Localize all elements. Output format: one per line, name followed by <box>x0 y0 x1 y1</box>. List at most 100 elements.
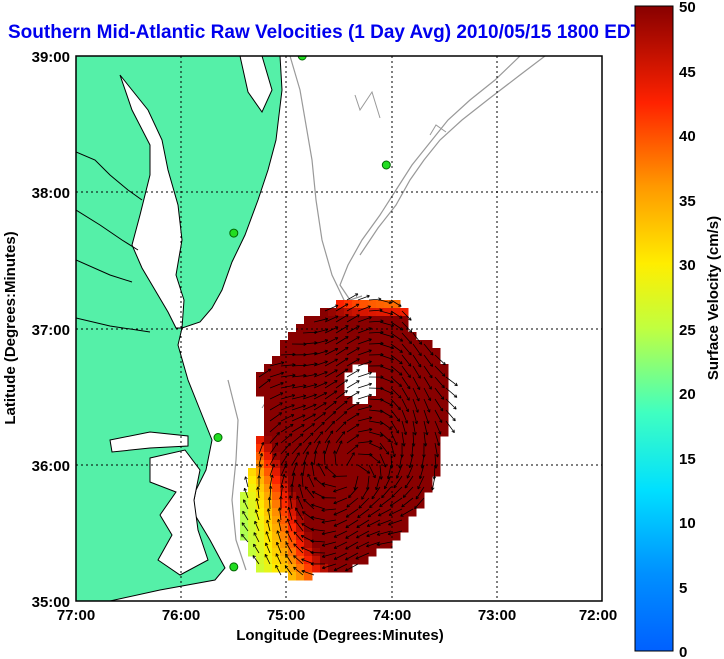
velocity-arrowhead <box>431 487 435 491</box>
velocity-arrow <box>334 450 337 466</box>
velocity-arrow <box>381 486 392 499</box>
velocity-cell <box>296 412 305 421</box>
velocity-arrowhead <box>335 305 339 308</box>
velocity-arrowhead <box>404 486 408 489</box>
velocity-arrowhead <box>357 402 360 406</box>
velocity-cell <box>272 524 281 533</box>
velocity-cell <box>376 324 385 333</box>
velocity-arrowhead <box>429 364 433 367</box>
velocity-arrowhead <box>396 419 400 422</box>
velocity-arrowhead <box>292 394 296 398</box>
y-tick-label: 36:00 <box>32 458 70 475</box>
velocity-cell <box>392 388 401 397</box>
velocity-cell <box>360 444 369 453</box>
velocity-arrowhead <box>416 398 420 402</box>
velocity-arrowhead <box>283 463 287 466</box>
velocity-arrowhead <box>310 539 314 542</box>
velocity-arrow <box>412 376 421 390</box>
velocity-cell <box>264 540 273 549</box>
velocity-cell <box>400 476 409 485</box>
velocity-cell <box>424 372 433 381</box>
velocity-arrow <box>357 428 373 433</box>
y-axis-label: Latitude (Degrees:Minutes) <box>2 231 19 424</box>
velocity-arrowhead <box>379 505 383 508</box>
velocity-cell <box>432 348 441 357</box>
velocity-arrowhead <box>314 373 318 377</box>
velocity-arrowhead <box>404 421 408 424</box>
velocity-arrowhead <box>369 361 372 364</box>
velocity-cell <box>336 548 345 557</box>
velocity-cell <box>320 356 329 365</box>
velocity-cell <box>264 476 273 485</box>
velocity-arrow <box>313 431 323 444</box>
velocity-cell <box>328 388 337 397</box>
velocity-arrowhead <box>368 316 372 318</box>
velocity-cell <box>432 356 441 365</box>
velocity-cell <box>280 420 289 429</box>
velocity-arrowhead <box>322 556 326 558</box>
velocity-arrow <box>414 497 425 510</box>
velocity-arrowhead <box>269 368 272 372</box>
velocity-cell <box>248 468 257 477</box>
velocity-cell <box>408 340 417 349</box>
velocity-arrow <box>379 387 394 395</box>
velocity-arrowhead <box>294 462 298 465</box>
velocity-cell <box>344 420 353 429</box>
velocity-arrowhead <box>291 424 294 428</box>
velocity-arrow <box>280 474 285 488</box>
velocity-arrowhead <box>428 387 432 390</box>
velocity-arrowhead <box>257 486 260 490</box>
velocity-arrowhead <box>426 421 429 424</box>
velocity-arrowhead <box>311 504 314 508</box>
velocity-cell <box>336 324 345 333</box>
velocity-arrowhead <box>369 504 371 508</box>
velocity-arrowhead <box>348 494 350 498</box>
velocity-cell <box>352 524 361 533</box>
colorbar-label: Surface Velocity (cm/s) <box>705 216 722 380</box>
velocity-cell <box>296 532 305 541</box>
velocity-arrowhead <box>302 414 306 418</box>
velocity-arrowhead <box>300 443 302 447</box>
velocity-arrowhead <box>380 352 384 355</box>
velocity-cell <box>384 508 393 517</box>
velocity-arrowhead <box>314 477 318 479</box>
velocity-cell <box>312 420 321 429</box>
velocity-arrowhead <box>389 438 391 442</box>
velocity-arrowhead <box>369 316 372 320</box>
velocity-arrowhead <box>268 379 271 383</box>
velocity-arrowhead <box>455 394 458 398</box>
bathymetry-contour-shelf <box>289 56 355 313</box>
velocity-cell <box>392 324 401 333</box>
velocity-cell <box>320 524 329 533</box>
velocity-arrowhead <box>361 497 365 500</box>
velocity-arrow <box>291 442 302 455</box>
velocity-arrowhead <box>410 454 413 458</box>
velocity-arrow <box>375 475 381 490</box>
velocity-arrowhead <box>407 375 411 378</box>
velocity-arrowhead <box>307 473 311 477</box>
velocity-cell <box>304 428 313 437</box>
velocity-arrow <box>322 483 337 488</box>
velocity-cell <box>360 340 369 349</box>
velocity-cell <box>320 468 329 477</box>
velocity-cell <box>360 556 369 565</box>
velocity-arrowhead <box>368 360 372 362</box>
velocity-cell <box>328 404 337 413</box>
velocity-arrowhead <box>345 524 348 528</box>
velocity-arrow <box>390 376 402 387</box>
velocity-arrow <box>346 391 360 400</box>
velocity-arrow <box>409 453 414 468</box>
velocity-arrow <box>390 343 403 353</box>
velocity-cell <box>312 484 321 493</box>
velocity-arrowhead <box>243 499 247 502</box>
velocity-cell <box>336 460 345 469</box>
velocity-arrowhead <box>303 343 307 346</box>
velocity-arrow <box>323 450 326 466</box>
velocity-cell <box>320 500 329 509</box>
velocity-cell <box>376 484 385 493</box>
velocity-cell <box>272 356 281 365</box>
velocity-arrowhead <box>396 476 400 479</box>
velocity-arrowhead <box>276 530 278 534</box>
velocity-arrowhead <box>366 546 370 548</box>
velocity-arrowhead <box>310 461 313 465</box>
